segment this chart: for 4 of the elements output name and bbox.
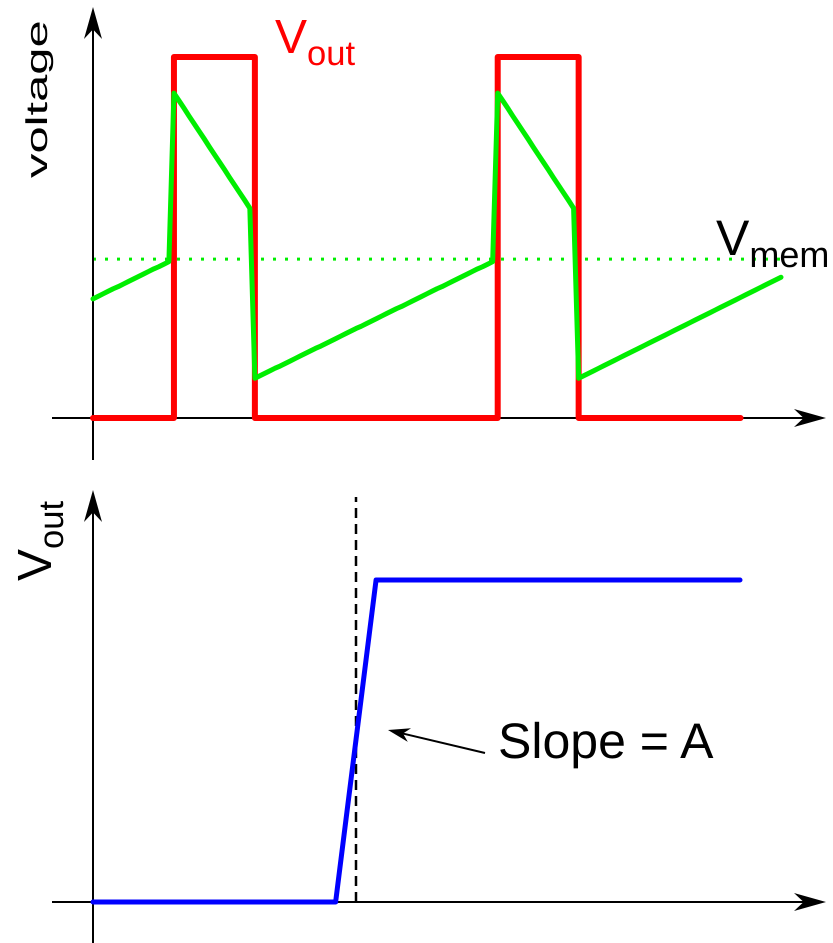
y-axis-title: voltage — [21, 20, 54, 178]
series-label: V$_{mem}$ — [716, 210, 830, 276]
series-label: V$_{out}$ — [275, 11, 356, 73]
annotation: Slope = A — [498, 713, 714, 769]
